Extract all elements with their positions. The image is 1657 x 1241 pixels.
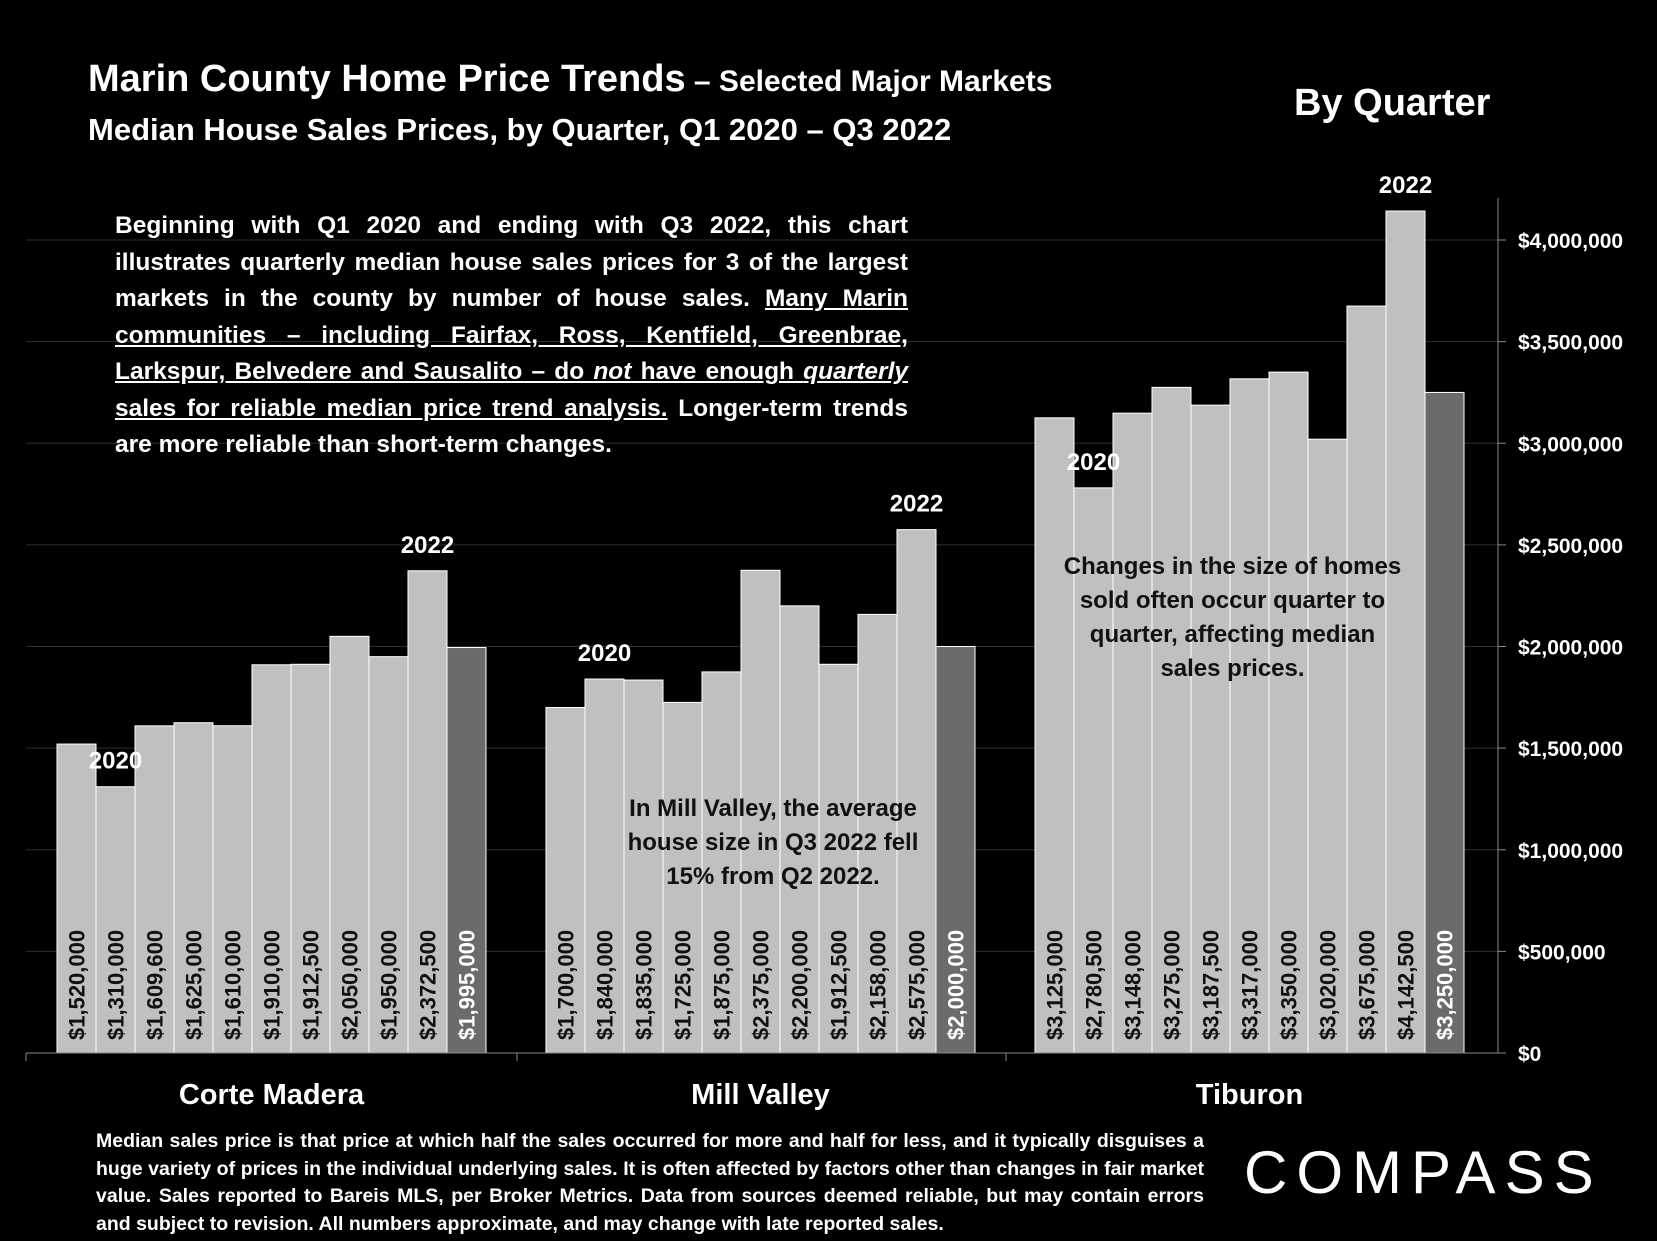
bar xyxy=(1424,391,1465,1054)
y-tick-label: $3,500,000 xyxy=(1518,332,1623,355)
bar-value-label: $1,610,000 xyxy=(221,930,246,1040)
bar-value-label: $1,310,000 xyxy=(104,930,129,1040)
bar xyxy=(896,529,937,1054)
y-tick-label: $2,500,000 xyxy=(1518,535,1623,558)
bar xyxy=(818,663,859,1054)
bar-value-label: $1,520,000 xyxy=(65,930,90,1040)
category-label: Tiburon xyxy=(1196,1079,1303,1111)
bar-value-label: $4,142,500 xyxy=(1394,930,1419,1040)
bar-value-label: $1,835,000 xyxy=(632,930,657,1040)
bar-value-label: $3,187,500 xyxy=(1199,930,1224,1040)
bar-value-label: $1,625,000 xyxy=(182,930,207,1040)
bar-labels: $1,520,000 $1,310,000 $1,609,600 $1,625,000… xyxy=(65,172,1458,1111)
by-quarter-label: By Quarter xyxy=(1294,82,1491,124)
bar-value-label: $1,912,500 xyxy=(827,930,852,1040)
bar xyxy=(1112,412,1153,1054)
bar xyxy=(701,671,742,1054)
intro-paragraph: Beginning with Q1 2020 and ending with Q… xyxy=(115,212,908,458)
bar-value-label: $1,609,600 xyxy=(143,930,168,1040)
year-label: 2022 xyxy=(1379,172,1432,199)
bar-value-label: $1,912,500 xyxy=(299,930,324,1040)
bar-value-label: $1,950,000 xyxy=(377,930,402,1040)
bar xyxy=(662,701,703,1054)
year-label: 2020 xyxy=(578,640,631,667)
bar xyxy=(1034,417,1075,1054)
bar-value-label: $3,125,000 xyxy=(1043,930,1068,1040)
bar xyxy=(623,679,664,1054)
bar-value-label: $3,275,000 xyxy=(1160,930,1185,1040)
bar xyxy=(740,569,781,1054)
bar-value-label: $1,700,000 xyxy=(554,930,579,1040)
y-tick-label: $4,000,000 xyxy=(1518,230,1623,253)
bar-value-label: $2,050,000 xyxy=(338,930,363,1040)
bar xyxy=(56,743,97,1054)
bar xyxy=(1268,371,1309,1054)
tiburon-note: Changes in the size of homes sold often … xyxy=(1063,553,1402,682)
bar xyxy=(545,706,586,1054)
bar-value-label: $3,250,000 xyxy=(1433,930,1458,1040)
bar xyxy=(1151,386,1192,1054)
bar xyxy=(251,664,292,1054)
category-label: Corte Madera xyxy=(179,1079,365,1111)
y-tick-label: $500,000 xyxy=(1518,941,1606,964)
bar-value-label: $2,158,000 xyxy=(866,930,891,1040)
bar-value-label: $3,020,000 xyxy=(1316,930,1341,1040)
bar-value-label: $1,840,000 xyxy=(593,930,618,1040)
bar xyxy=(1190,404,1231,1054)
bar-value-label: $2,200,000 xyxy=(788,930,813,1040)
year-label: 2020 xyxy=(89,748,142,775)
bar xyxy=(1385,210,1426,1054)
intro-underlined: Many Marin communities – including Fairf… xyxy=(115,285,908,422)
bar-value-label: $3,148,000 xyxy=(1121,930,1146,1040)
footer-disclaimer: Median sales price is that price at whic… xyxy=(96,1130,1204,1235)
bar-value-label: $3,317,000 xyxy=(1238,930,1263,1040)
bar xyxy=(779,605,820,1054)
y-axis: $0 $500,000 $1,000,000 $1,500,000 $2,000,000… xyxy=(25,198,1623,1066)
mill-valley-note: In Mill Valley, the average house size i… xyxy=(627,795,919,890)
year-label: 2022 xyxy=(890,491,943,518)
y-tick-label: $1,000,000 xyxy=(1518,840,1623,863)
compass-logo: COMPASS xyxy=(1244,1139,1603,1206)
bar-value-label: $2,375,000 xyxy=(749,930,774,1040)
y-tick-label: $2,000,000 xyxy=(1518,637,1623,660)
bar-value-label: $1,910,000 xyxy=(260,930,285,1040)
bar-value-label: $3,350,000 xyxy=(1277,930,1302,1040)
chart-title: Marin County Home Price Trends – Selecte… xyxy=(88,58,1053,100)
bar xyxy=(329,635,370,1054)
bar-value-label: $1,875,000 xyxy=(710,930,735,1040)
y-tick-label: $3,000,000 xyxy=(1518,433,1623,456)
y-tick-label: $0 xyxy=(1518,1043,1541,1066)
chart-subtitle: Median House Sales Prices, by Quarter, Q… xyxy=(88,112,952,147)
bar-value-label: $2,780,500 xyxy=(1082,930,1107,1040)
bar xyxy=(290,663,331,1054)
bar-value-label: $2,000,000 xyxy=(944,930,969,1040)
bar-value-label: $2,575,000 xyxy=(905,930,930,1040)
bar-value-label: $1,995,000 xyxy=(455,930,480,1040)
bar xyxy=(857,613,898,1054)
year-label: 2020 xyxy=(1067,449,1120,476)
year-label: 2022 xyxy=(401,532,454,559)
y-tick-label: $1,500,000 xyxy=(1518,738,1623,761)
category-label: Mill Valley xyxy=(691,1079,830,1111)
bar xyxy=(95,786,136,1054)
bar-value-label: $3,675,000 xyxy=(1355,930,1380,1040)
bar xyxy=(446,647,487,1054)
chart-title-suffix: – Selected Major Markets xyxy=(685,65,1053,98)
bar-value-label: $2,372,500 xyxy=(416,930,441,1040)
bar-value-label: $1,725,000 xyxy=(671,930,696,1040)
